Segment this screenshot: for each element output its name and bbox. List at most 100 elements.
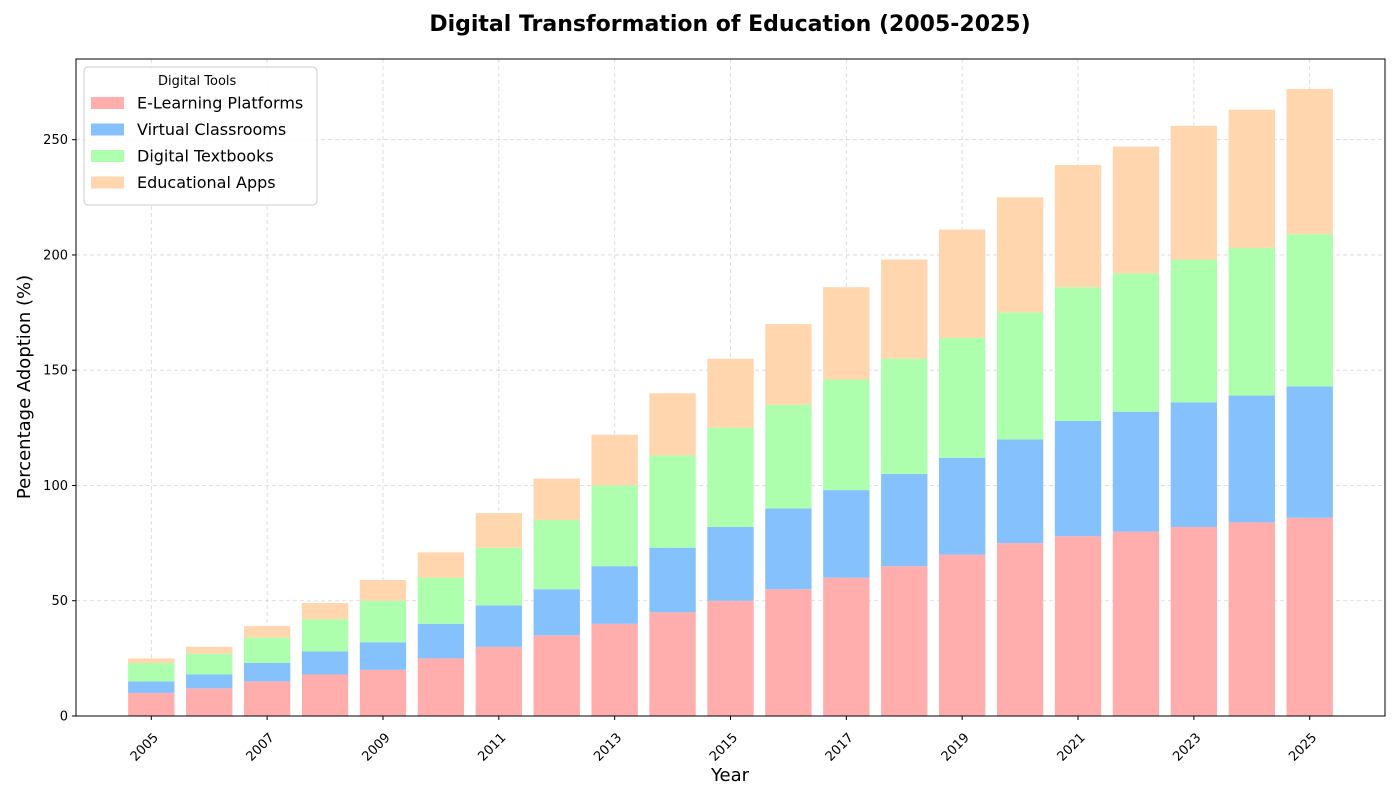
bar-segment	[243, 637, 291, 663]
bar-segment	[1170, 125, 1218, 260]
bar-segment	[301, 619, 349, 652]
bar-segment	[1170, 259, 1218, 403]
x-tick-label: 2025	[1286, 731, 1320, 765]
bar-segment	[533, 520, 580, 590]
bar-segment	[1054, 536, 1102, 716]
y-axis-title: Percentage Adoption (%)	[14, 275, 35, 499]
bar-segment	[1112, 146, 1160, 274]
bar-segment	[707, 427, 754, 527]
chart-title: Digital Transformation of Education (200…	[429, 12, 1030, 37]
bar-segment	[996, 543, 1044, 716]
bar-segment	[649, 455, 696, 548]
bars-layer	[128, 88, 1333, 716]
bar-segment	[707, 358, 754, 428]
y-tick-label: 250	[43, 133, 68, 148]
bar-segment	[475, 547, 522, 606]
bar-segment	[765, 508, 812, 590]
bar-segment	[1112, 273, 1160, 412]
bar-segment	[475, 513, 522, 548]
bar-segment	[591, 566, 638, 624]
bar-segment	[1228, 395, 1275, 523]
bar-segment	[417, 552, 465, 578]
bar-segment	[359, 669, 407, 716]
bar-segment	[243, 681, 291, 716]
bar-segment	[1112, 411, 1160, 532]
bar-segment	[1286, 517, 1333, 716]
bar-segment	[1054, 287, 1102, 421]
bar-segment	[881, 566, 928, 716]
x-tick-label: 2007	[244, 731, 278, 765]
bar-segment	[1170, 526, 1218, 716]
legend-item-label: E-Learning Platforms	[137, 94, 303, 113]
bar-segment	[533, 635, 580, 716]
bar-segment	[765, 404, 812, 509]
bar-segment	[533, 478, 580, 521]
bar-segment	[939, 554, 986, 716]
bar-segment	[301, 651, 349, 675]
bar-segment	[186, 674, 233, 689]
bar-segment	[417, 623, 465, 659]
bar-segment	[1286, 234, 1333, 387]
bar-segment	[591, 434, 638, 486]
bar-segment	[1054, 165, 1102, 288]
legend-swatch	[91, 123, 124, 136]
y-tick-label: 0	[60, 710, 68, 725]
bar-segment	[996, 197, 1044, 313]
bar-segment	[996, 312, 1044, 440]
bar-segment	[1112, 531, 1160, 716]
x-tick-label: 2021	[1055, 731, 1089, 765]
bar-segment	[707, 600, 754, 716]
x-tick-label: 2005	[128, 731, 162, 765]
legend-item-label: Digital Textbooks	[137, 147, 274, 166]
x-axis-title: Year	[710, 765, 750, 786]
bar-segment	[707, 526, 754, 601]
bar-segment	[186, 688, 233, 716]
bar-segment	[128, 692, 175, 716]
bar-segment	[765, 324, 812, 405]
bar-segment	[939, 229, 986, 338]
bar-segment	[823, 287, 870, 380]
bar-segment	[996, 439, 1044, 544]
bar-segment	[301, 674, 349, 716]
legend-title: Digital Tools	[158, 74, 237, 89]
bar-segment	[475, 646, 522, 716]
bar-segment	[823, 490, 870, 578]
bar-segment	[939, 337, 986, 458]
bar-segment	[243, 626, 291, 638]
y-tick-label: 50	[51, 594, 68, 609]
x-tick-label: 2023	[1170, 731, 1204, 765]
bar-segment	[881, 259, 928, 359]
legend-item-label: Virtual Classrooms	[137, 120, 286, 139]
bar-segment	[1228, 248, 1275, 396]
bar-segment	[823, 379, 870, 491]
bar-segment	[1228, 109, 1275, 249]
legend-item-label: Educational Apps	[137, 173, 276, 192]
bar-segment	[417, 658, 465, 716]
legend: Digital Tools E-Learning Platforms Virtual…	[83, 66, 318, 206]
bar-segment	[1228, 522, 1275, 716]
y-tick-label: 100	[43, 479, 68, 494]
bar-segment	[1286, 386, 1333, 518]
legend-swatch	[91, 97, 124, 109]
legend-swatch	[91, 150, 124, 162]
bar-segment	[359, 579, 407, 601]
bar-segment	[1054, 420, 1102, 537]
bar-segment	[765, 589, 812, 716]
y-tick-label: 150	[43, 364, 68, 379]
legend-box	[83, 66, 318, 206]
x-tick-label: 2017	[823, 731, 857, 765]
bar-segment	[128, 658, 175, 663]
x-tick-label: 2011	[475, 731, 509, 765]
x-tick-label: 2019	[939, 731, 973, 765]
y-tick-label: 200	[43, 248, 68, 263]
x-tick-label: 2009	[359, 731, 393, 765]
bar-segment	[881, 358, 928, 474]
bar-segment	[359, 642, 407, 670]
bar-segment	[1286, 88, 1333, 235]
bar-segment	[649, 612, 696, 716]
legend-swatch	[91, 176, 124, 189]
bar-segment	[359, 600, 407, 643]
bar-segment	[649, 393, 696, 456]
bar-segment	[591, 485, 638, 567]
bar-segment	[243, 662, 291, 682]
